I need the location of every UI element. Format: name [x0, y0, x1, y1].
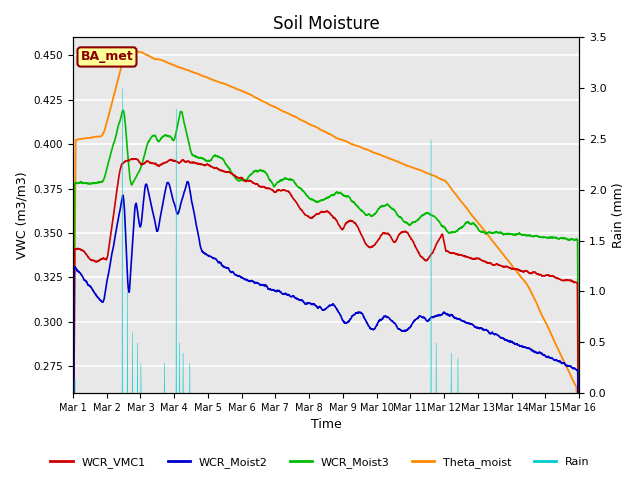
Theta_moist [422, 170, 430, 176]
Line: WCR_Moist3: WCR_Moist3 [73, 110, 579, 480]
WCR_Moist3 [119, 108, 127, 113]
X-axis label: Time: Time [310, 419, 341, 432]
Y-axis label: VWC (m3/m3): VWC (m3/m3) [15, 171, 28, 259]
Theta_moist [132, 48, 140, 54]
WCR_Moist3 [422, 210, 430, 216]
WCR_VMC1 [390, 239, 397, 245]
WCR_Moist3 [230, 173, 237, 179]
Text: BA_met: BA_met [81, 50, 133, 63]
Theta_moist [487, 236, 495, 241]
WCR_Moist3 [390, 207, 397, 213]
WCR_VMC1 [128, 156, 136, 162]
WCR_VMC1 [487, 261, 495, 266]
WCR_Moist2 [422, 318, 430, 324]
WCR_Moist3 [449, 229, 457, 235]
WCR_Moist2 [422, 317, 430, 323]
Title: Soil Moisture: Soil Moisture [273, 15, 380, 33]
WCR_Moist2 [449, 313, 457, 319]
WCR_Moist2 [487, 331, 495, 336]
Theta_moist [230, 84, 237, 90]
WCR_Moist3 [422, 210, 430, 216]
WCR_Moist2 [230, 270, 237, 276]
WCR_Moist2 [390, 320, 397, 326]
Theta_moist [422, 170, 430, 176]
Theta_moist [390, 157, 397, 163]
WCR_VMC1 [422, 258, 430, 264]
WCR_Moist3 [487, 230, 495, 236]
Y-axis label: Rain (mm): Rain (mm) [612, 182, 625, 248]
WCR_VMC1 [230, 172, 237, 178]
Line: WCR_Moist2: WCR_Moist2 [73, 182, 579, 480]
Legend: WCR_VMC1, WCR_Moist2, WCR_Moist3, Theta_moist, Rain: WCR_VMC1, WCR_Moist2, WCR_Moist3, Theta_… [46, 452, 594, 472]
WCR_VMC1 [449, 251, 457, 256]
Line: Theta_moist: Theta_moist [73, 51, 579, 480]
WCR_Moist2 [184, 179, 191, 185]
Line: WCR_VMC1: WCR_VMC1 [73, 159, 579, 480]
WCR_VMC1 [422, 258, 430, 264]
Theta_moist [449, 188, 457, 194]
